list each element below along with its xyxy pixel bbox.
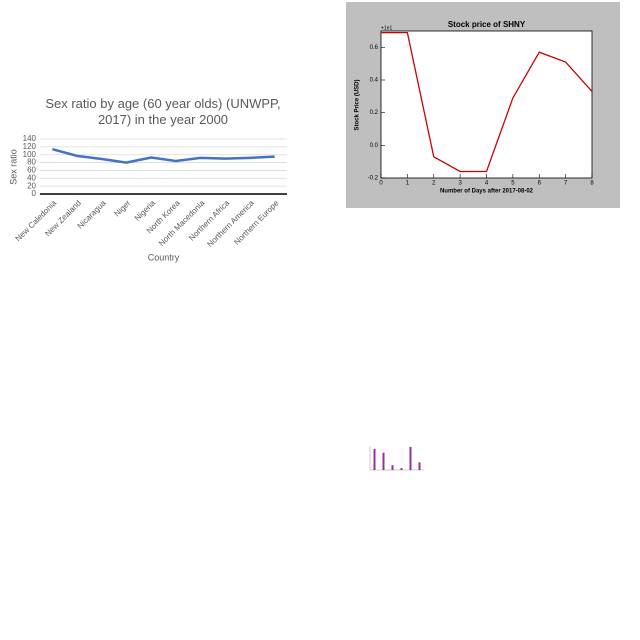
y-tick-label: 0.2: [370, 110, 379, 116]
y-tick-label: 0: [32, 189, 37, 198]
x-tick-label: New Caledonia: [14, 198, 59, 243]
x-tick-label: 7: [564, 181, 568, 187]
x-tick-label: 3: [458, 181, 462, 187]
y-axis-label: Sex ratio: [8, 149, 18, 185]
x-tick-label: 2: [432, 181, 436, 187]
bar: [409, 446, 412, 470]
x-tick-label: 4: [485, 181, 489, 187]
y-tick-label: -0.2: [368, 176, 379, 182]
y-tick-label: 20: [27, 181, 36, 190]
bar: [418, 462, 421, 470]
y-axis-label: Stock Price (USD): [355, 79, 361, 130]
line: [381, 31, 593, 173]
line: [52, 148, 275, 164]
y-tick-label: 120: [23, 142, 37, 151]
bar: [391, 465, 394, 470]
y-tick-label: 100: [23, 150, 37, 159]
x-axis-label: Country: [148, 252, 180, 262]
y-tick-label: 0.6: [370, 45, 379, 51]
x-tick-label: Northern Europe: [232, 198, 281, 247]
chart-title: Sex ratio by age (60 year olds) (UNWPP, …: [45, 96, 281, 127]
plot-area: [380, 30, 593, 179]
bar: [382, 452, 385, 470]
y-tick-label: 140: [23, 134, 37, 143]
offset-text: +1e1: [381, 25, 392, 31]
y-tick-label: 60: [27, 166, 36, 175]
y-tick-label: 80: [27, 158, 36, 167]
x-tick-label: 6: [538, 181, 542, 187]
y-tick-label: 40: [27, 173, 36, 182]
bar: [400, 468, 403, 470]
bar: [373, 448, 376, 470]
chart-title: Stock price of SHNY: [448, 20, 526, 29]
x-tick-label: 0: [379, 181, 383, 187]
x-axis-label: Number of Days after 2017-08-02: [440, 189, 534, 195]
x-tick-label: Niger: [112, 198, 132, 218]
x-tick-label: 5: [511, 181, 515, 187]
y-tick-label: 0.4: [370, 78, 379, 84]
y-tick-label: 0.0: [370, 143, 379, 149]
x-tick-label: 1: [406, 181, 410, 187]
x-tick-label: 8: [590, 181, 594, 187]
